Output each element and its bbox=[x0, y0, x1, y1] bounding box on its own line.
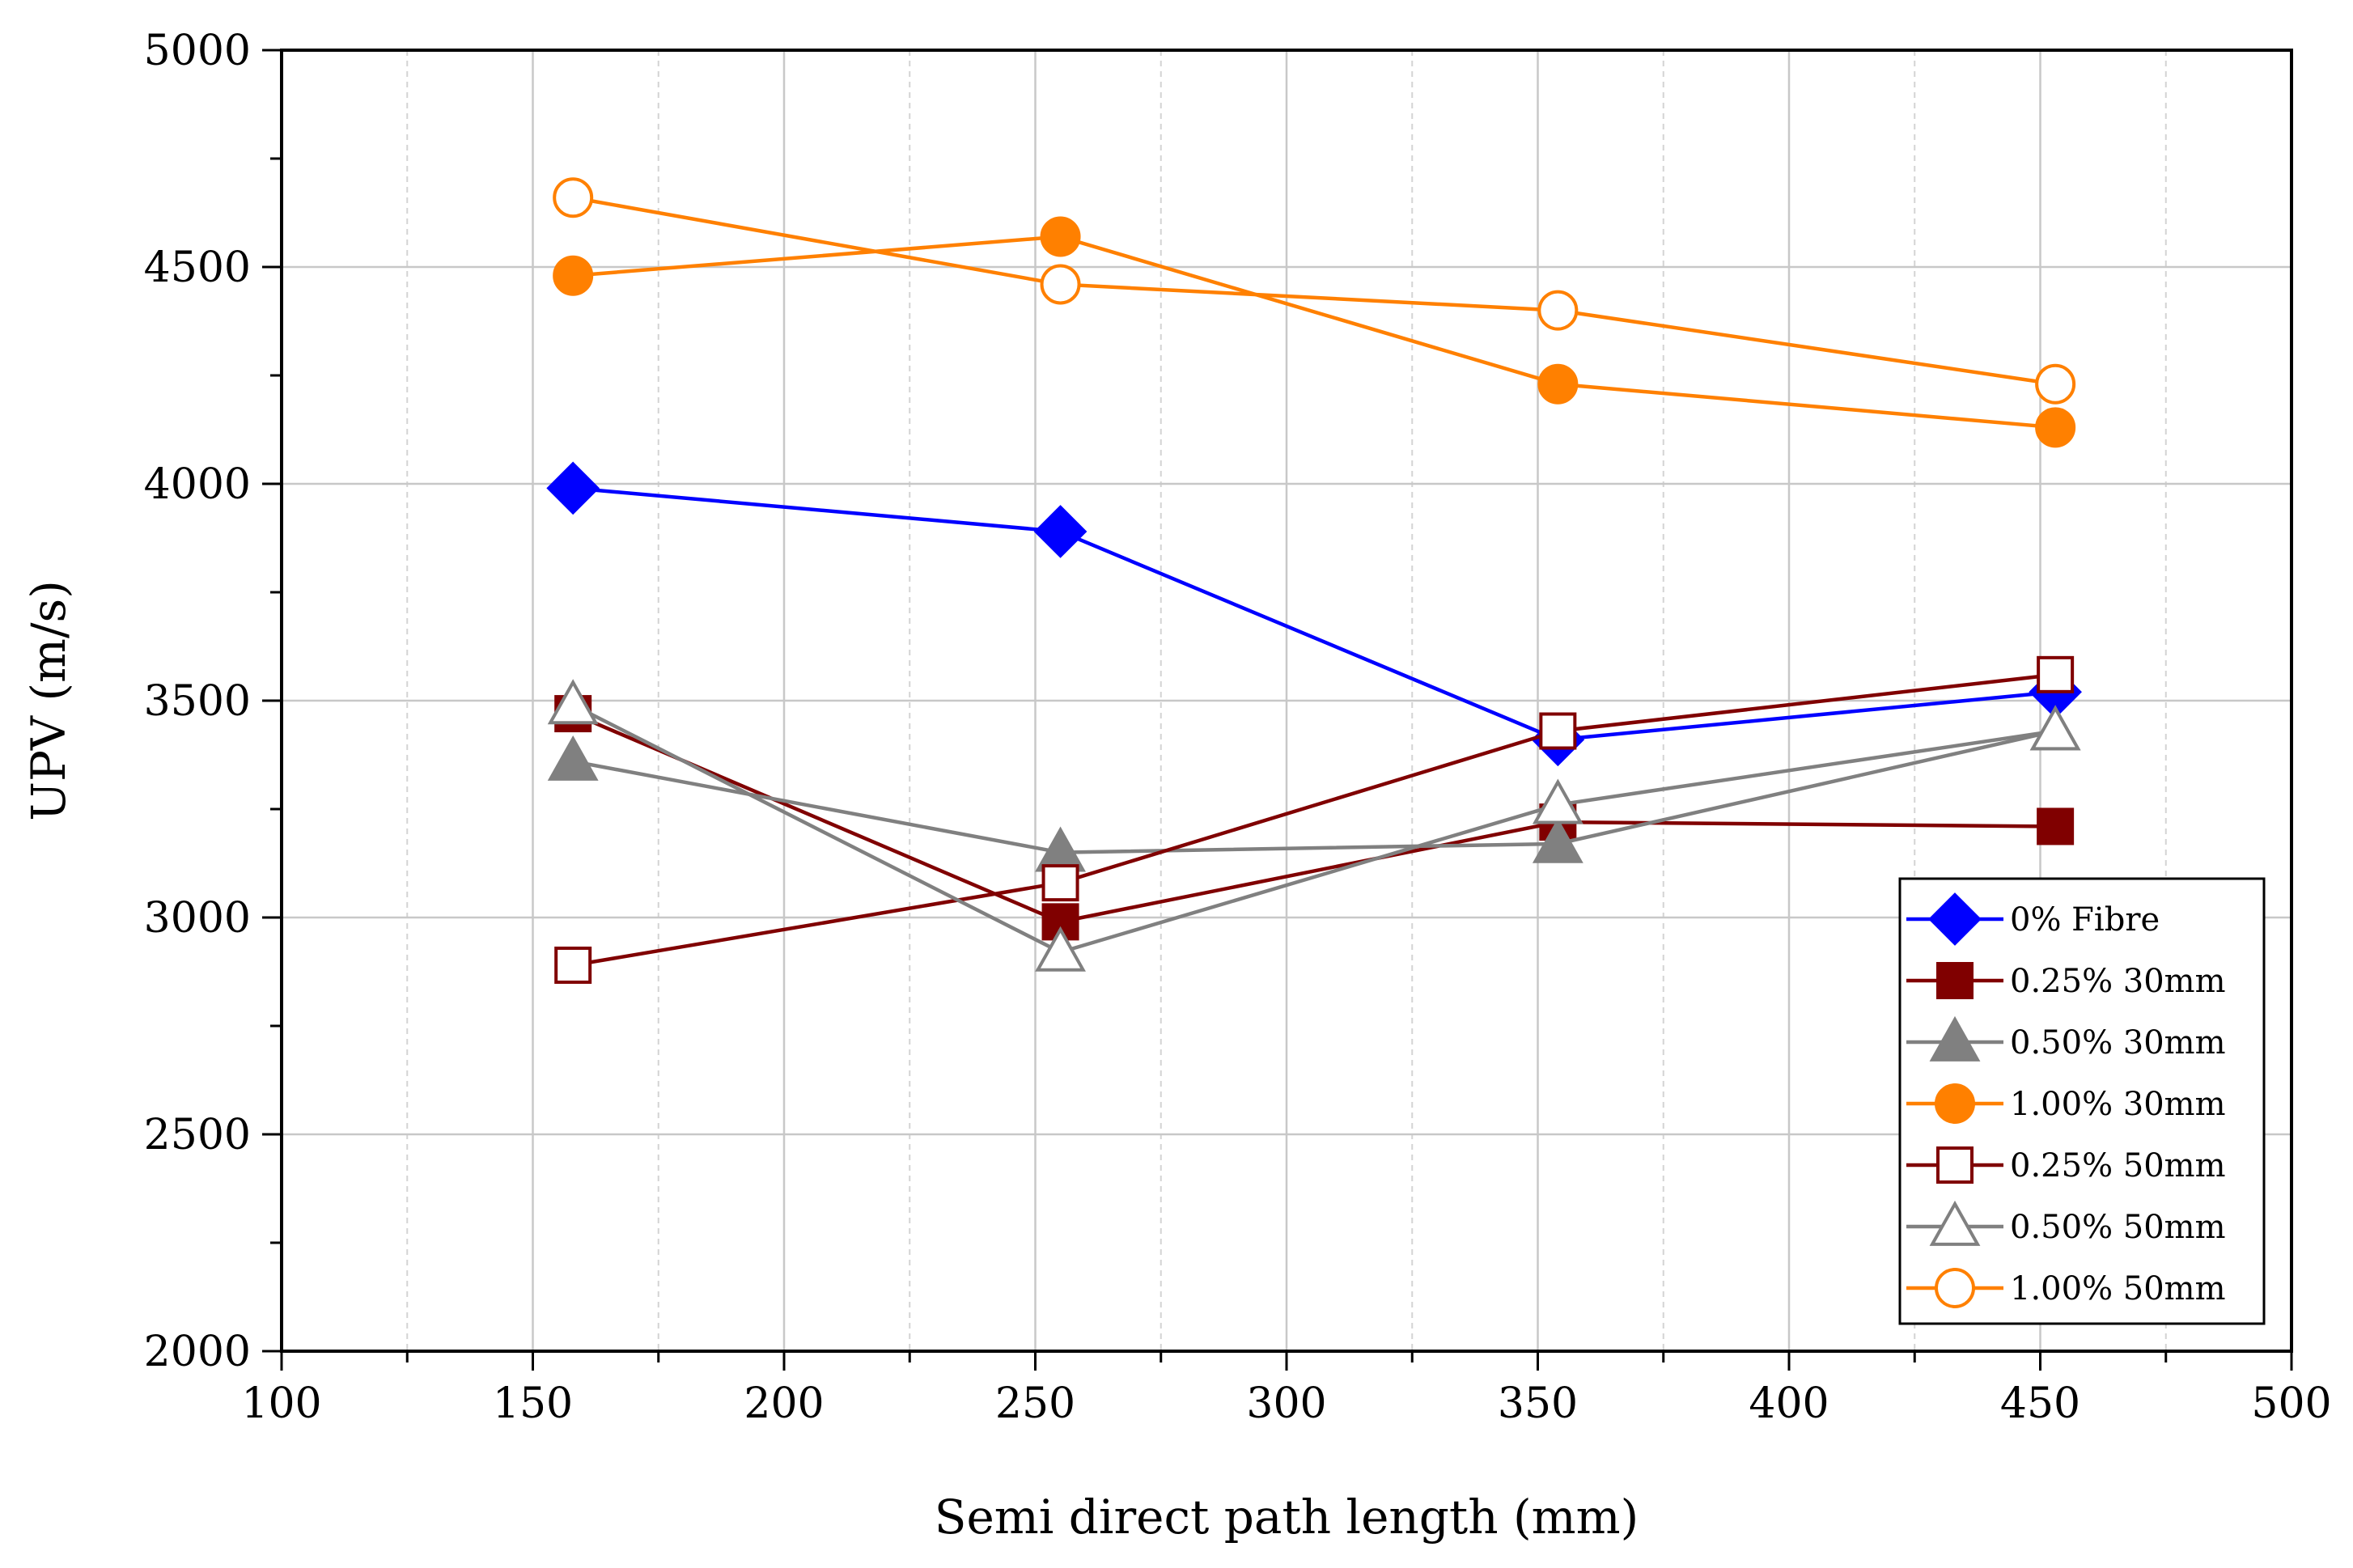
legend-label: 1.00% 30mm bbox=[2010, 1086, 2226, 1123]
series-1-00-50mm bbox=[553, 177, 2076, 405]
x-tick-label: 350 bbox=[1498, 1379, 1578, 1428]
series-line bbox=[572, 729, 2056, 854]
data-point bbox=[2037, 655, 2075, 693]
axis-ticks bbox=[262, 49, 2293, 1371]
data-point bbox=[547, 735, 599, 781]
data-point bbox=[1041, 864, 1079, 902]
series-0-fibre bbox=[546, 461, 2082, 767]
legend-label: 0.50% 30mm bbox=[2010, 1024, 2226, 1062]
legend-item: 0.50% 50mm bbox=[1906, 1200, 2226, 1246]
series-0-50-50mm bbox=[547, 679, 2081, 972]
series-0-50-30mm bbox=[547, 705, 2081, 872]
data-point bbox=[553, 177, 594, 218]
data-point bbox=[1040, 216, 1081, 257]
y-tick-label: 5000 bbox=[144, 27, 251, 75]
legend-marker bbox=[1929, 1015, 1981, 1062]
data-series bbox=[546, 177, 2082, 984]
legend-marker bbox=[1928, 892, 1982, 946]
x-axis-title: Semi direct path length (mm) bbox=[935, 1490, 1639, 1545]
x-tick-label: 300 bbox=[1246, 1379, 1326, 1428]
data-point bbox=[2029, 705, 2081, 751]
x-tick-label: 100 bbox=[241, 1379, 321, 1428]
series-line bbox=[572, 712, 2056, 924]
data-point bbox=[1537, 290, 1579, 331]
data-point bbox=[1532, 778, 1584, 824]
tick-labels: 100 150 200 250 300 350 400 450 500 2000 2500 3000 3… bbox=[144, 27, 2332, 1428]
y-tick-label: 4500 bbox=[144, 244, 251, 292]
y-axis-title: UPV (m/s) bbox=[21, 580, 76, 821]
x-tick-label: 250 bbox=[995, 1379, 1075, 1428]
series-line bbox=[572, 196, 2056, 386]
legend-marker bbox=[1936, 1146, 1974, 1184]
series-line bbox=[572, 486, 2056, 742]
series-0-25-50mm bbox=[554, 655, 2075, 984]
legend: 0% Fibre 0.25% 30mm 0.50% 30mm 1.00% 30mm 0.… bbox=[1898, 877, 2266, 1325]
x-tick-label: 500 bbox=[2251, 1379, 2331, 1428]
x-tick-label: 450 bbox=[2000, 1379, 2080, 1428]
x-tick-label: 150 bbox=[493, 1379, 573, 1428]
legend-label: 0% Fibre bbox=[2010, 901, 2160, 939]
data-point bbox=[547, 679, 599, 725]
legend-marker bbox=[1929, 1200, 1981, 1246]
legend-item: 0.50% 30mm bbox=[1906, 1015, 2226, 1062]
legend-item: 1.00% 30mm bbox=[1906, 1083, 2226, 1124]
series-line bbox=[572, 703, 2056, 955]
y-tick-label: 3500 bbox=[144, 677, 251, 726]
legend-label: 0.25% 30mm bbox=[2010, 963, 2226, 1000]
data-point bbox=[1035, 926, 1086, 972]
x-tick-label: 200 bbox=[744, 1379, 824, 1428]
legend-item: 1.00% 50mm bbox=[1906, 1268, 2226, 1308]
x-tick-label: 400 bbox=[1749, 1379, 1829, 1428]
data-point bbox=[554, 946, 592, 984]
data-point bbox=[2037, 807, 2075, 845]
y-tick-label: 3000 bbox=[144, 894, 251, 943]
legend-item: 0.25% 50mm bbox=[1906, 1146, 2226, 1184]
data-point bbox=[1539, 712, 1577, 750]
legend-item: 0.25% 30mm bbox=[1906, 962, 2226, 1000]
legend-marker bbox=[1936, 962, 1974, 999]
y-tick-label: 4000 bbox=[144, 460, 251, 509]
series-line bbox=[573, 235, 2056, 430]
legend-marker bbox=[1935, 1083, 1975, 1124]
plot-frame bbox=[280, 49, 2293, 1353]
series-1-00-30mm bbox=[553, 216, 2076, 448]
series-line bbox=[572, 672, 2056, 968]
data-point bbox=[2035, 407, 2076, 448]
data-point bbox=[546, 461, 600, 515]
data-point bbox=[1040, 264, 1081, 305]
legend-marker bbox=[1935, 1268, 1975, 1308]
legend-item: 0% Fibre bbox=[1906, 892, 2160, 946]
y-tick-label: 2000 bbox=[144, 1328, 251, 1376]
data-point bbox=[1537, 363, 1579, 405]
legend-label: 0.50% 50mm bbox=[2010, 1209, 2226, 1246]
data-point bbox=[1532, 817, 1584, 863]
y-tick-label: 2500 bbox=[144, 1111, 251, 1159]
data-point bbox=[553, 255, 594, 296]
legend-label: 1.00% 50mm bbox=[2010, 1270, 2226, 1307]
data-point bbox=[2035, 363, 2076, 405]
legend-label: 0.25% 50mm bbox=[2010, 1147, 2226, 1184]
data-point bbox=[1033, 505, 1087, 558]
